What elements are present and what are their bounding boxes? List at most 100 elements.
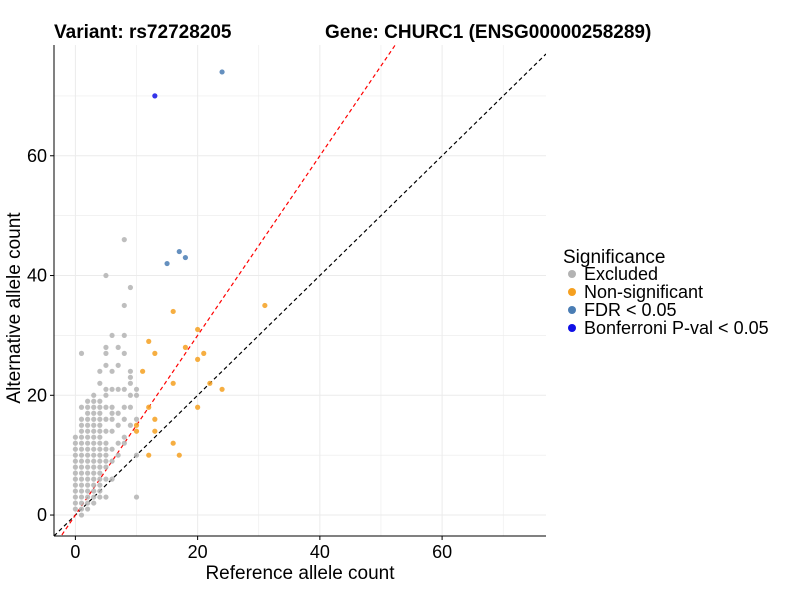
data-point-excluded xyxy=(127,284,133,291)
data-point-excluded xyxy=(78,464,85,470)
data-point-excluded xyxy=(121,440,127,446)
data-point-excluded xyxy=(97,446,103,452)
data-point-nonsig xyxy=(170,308,176,315)
data-point-nonsig xyxy=(201,350,207,356)
data-point-excluded xyxy=(78,434,85,440)
legend-title: Significance xyxy=(563,247,665,268)
data-point-excluded xyxy=(103,428,109,434)
data-point-excluded xyxy=(109,332,115,339)
data-point-excluded xyxy=(91,452,97,458)
data-point-nonsig xyxy=(152,428,158,434)
data-point-excluded xyxy=(97,404,103,410)
data-point-nonsig xyxy=(182,344,189,350)
data-point-excluded xyxy=(109,476,115,482)
data-point-excluded xyxy=(97,494,103,500)
data-point-nonsig xyxy=(133,422,140,428)
data-point-excluded xyxy=(133,494,140,500)
data-point-excluded xyxy=(115,386,121,392)
data-point-excluded xyxy=(91,446,97,452)
data-point-excluded xyxy=(78,422,85,428)
data-point-excluded xyxy=(72,506,78,512)
data-point-nonsig xyxy=(140,368,146,374)
data-point-nonsig xyxy=(195,404,201,410)
grid xyxy=(54,45,546,536)
data-point-excluded xyxy=(91,404,97,410)
data-point-fdr xyxy=(219,69,225,75)
data-point-nonsig xyxy=(133,428,140,434)
data-point-nonsig xyxy=(152,416,158,422)
chart-title-gene: Gene: CHURC1 (ENSG00000258289) xyxy=(325,22,651,43)
legend-label-nonsig: Non-significant xyxy=(584,282,703,302)
x-tick-label: 60 xyxy=(432,542,452,562)
data-point-excluded xyxy=(97,398,103,404)
reference-line-fitted xyxy=(60,45,396,536)
data-point-excluded xyxy=(78,470,85,476)
axes: 0 20 40 60 0 20 40 60 xyxy=(27,45,546,562)
y-tick-label: 20 xyxy=(27,385,47,405)
data-point-excluded xyxy=(97,380,103,386)
data-point-excluded xyxy=(115,422,121,428)
data-point-excluded xyxy=(72,464,78,470)
data-point-fdr xyxy=(182,254,189,261)
data-point-excluded xyxy=(115,440,121,446)
x-axis-label: Reference allele count xyxy=(205,563,395,584)
data-point-excluded xyxy=(97,488,103,494)
data-point-excluded xyxy=(97,410,103,416)
data-point-excluded xyxy=(91,434,97,440)
data-point-excluded xyxy=(78,512,85,518)
reference-line-identity xyxy=(54,53,546,536)
x-tick-label: 20 xyxy=(188,542,208,562)
data-point-excluded xyxy=(109,404,115,410)
data-point-excluded xyxy=(91,464,97,470)
data-point-excluded xyxy=(115,452,121,458)
data-point-excluded xyxy=(115,344,121,350)
data-point-excluded xyxy=(85,440,91,446)
data-point-excluded xyxy=(85,458,91,464)
data-point-nonsig xyxy=(176,452,182,458)
legend-label-excluded: Excluded xyxy=(584,264,658,284)
data-point-excluded xyxy=(72,446,78,452)
data-point-excluded xyxy=(91,458,97,464)
data-point-excluded xyxy=(133,416,140,422)
data-point-excluded xyxy=(121,302,127,309)
data-point-excluded xyxy=(78,452,85,458)
data-point-excluded xyxy=(72,476,78,482)
data-point-excluded xyxy=(103,350,109,356)
data-point-excluded xyxy=(103,452,109,458)
data-point-excluded xyxy=(85,404,91,410)
legend-label-bonf: Bonferroni P-val < 0.05 xyxy=(584,318,769,338)
data-point-excluded xyxy=(97,452,103,458)
data-point-excluded xyxy=(97,428,103,434)
data-point-excluded xyxy=(97,434,103,440)
data-point-excluded xyxy=(109,428,115,434)
data-point-excluded xyxy=(91,428,97,434)
data-point-excluded xyxy=(109,410,115,416)
x-tick-label: 40 xyxy=(310,542,330,562)
data-point-excluded xyxy=(103,272,109,279)
data-point-excluded xyxy=(103,458,109,464)
data-point-excluded xyxy=(127,392,133,398)
data-point-excluded xyxy=(121,332,127,339)
data-point-excluded xyxy=(78,488,85,494)
data-point-excluded xyxy=(91,482,97,488)
data-point-excluded xyxy=(109,446,115,452)
y-axis-label: Alternative allele count xyxy=(4,212,25,404)
data-point-fdr xyxy=(176,248,182,255)
data-point-excluded xyxy=(103,464,109,470)
data-point-excluded xyxy=(78,350,85,356)
data-point-excluded xyxy=(85,398,91,404)
data-point-excluded xyxy=(78,506,85,512)
data-point-excluded xyxy=(85,482,91,488)
reference-lines xyxy=(54,45,546,536)
data-point-excluded xyxy=(78,482,85,488)
data-point-excluded xyxy=(78,440,85,446)
data-point-excluded xyxy=(97,464,103,470)
data-point-excluded xyxy=(103,494,109,500)
data-point-excluded xyxy=(91,410,97,416)
data-point-excluded xyxy=(109,386,115,392)
data-point-excluded xyxy=(121,350,127,356)
data-point-excluded xyxy=(72,440,78,446)
data-point-excluded xyxy=(109,416,115,422)
data-point-excluded xyxy=(91,476,97,482)
data-point-excluded xyxy=(121,434,127,440)
